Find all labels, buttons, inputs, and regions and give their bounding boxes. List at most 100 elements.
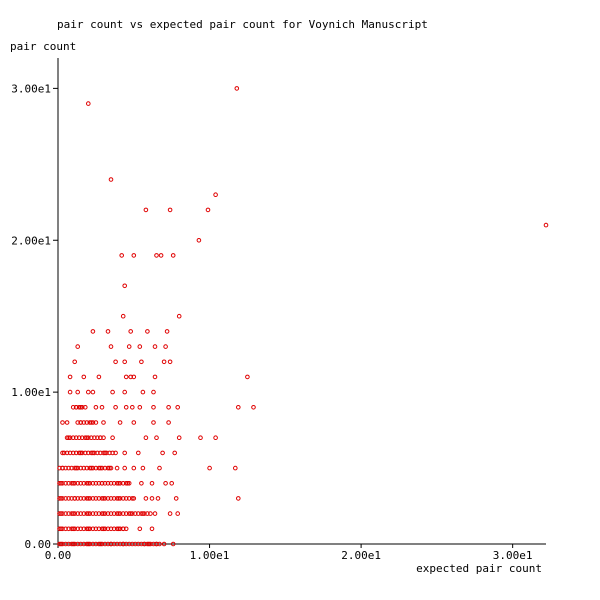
data-point xyxy=(90,329,96,334)
axis-ticks: 0.00 1.00e1 2.00e1 3.00e1 0.00 1.00e1 2.00e1 3.… xyxy=(11,82,532,562)
data-point xyxy=(164,329,170,334)
data-point xyxy=(122,450,127,456)
data-point xyxy=(108,465,114,471)
data-point xyxy=(102,526,108,532)
data-point xyxy=(152,511,158,516)
data-point xyxy=(86,450,91,456)
data-point xyxy=(99,465,105,471)
data-point xyxy=(175,405,180,410)
data-point xyxy=(123,541,129,547)
data-point xyxy=(99,405,105,410)
data-point xyxy=(84,465,90,471)
data-point xyxy=(137,344,143,349)
data-point xyxy=(64,420,70,425)
data-point xyxy=(66,511,71,516)
data-point xyxy=(66,526,71,532)
data-point xyxy=(143,435,149,441)
data-point xyxy=(57,541,62,547)
data-point xyxy=(90,389,96,395)
data-point xyxy=(126,481,132,486)
data-point xyxy=(70,481,76,486)
data-point xyxy=(58,496,64,501)
data-point xyxy=(105,465,111,471)
data-point xyxy=(105,481,111,486)
data-point xyxy=(122,465,127,471)
data-point xyxy=(157,541,162,547)
data-point xyxy=(60,541,65,547)
data-point xyxy=(131,496,137,501)
data-point xyxy=(122,359,127,365)
data-point xyxy=(114,465,120,471)
data-point xyxy=(70,526,76,532)
data-point xyxy=(98,465,103,471)
data-point xyxy=(123,374,129,380)
data-point xyxy=(113,405,118,410)
data-point xyxy=(86,481,91,486)
data-point xyxy=(233,465,238,471)
data-point xyxy=(151,389,156,395)
data-point xyxy=(81,526,87,532)
data-point xyxy=(207,465,212,471)
data-point xyxy=(120,541,126,547)
data-point xyxy=(126,344,132,349)
data-point xyxy=(89,465,94,471)
data-point xyxy=(108,541,114,547)
data-point xyxy=(111,511,117,516)
data-point xyxy=(158,253,164,258)
data-point xyxy=(86,511,91,516)
y-tick-label: 0.00 xyxy=(25,538,52,551)
data-point xyxy=(89,420,94,425)
data-point xyxy=(102,511,108,516)
data-point xyxy=(107,465,112,471)
data-point xyxy=(101,420,106,425)
data-point xyxy=(145,329,150,334)
data-point xyxy=(136,450,141,456)
data-point xyxy=(86,101,91,106)
data-point xyxy=(105,329,111,334)
data-point xyxy=(93,465,99,471)
chart-title: pair count vs expected pair count for Vo… xyxy=(57,18,428,31)
data-point xyxy=(131,420,137,425)
data-point xyxy=(102,465,108,471)
data-point xyxy=(111,526,117,532)
data-point xyxy=(72,481,77,486)
data-point xyxy=(176,435,182,441)
data-point xyxy=(133,511,138,516)
data-point xyxy=(175,511,180,516)
data-point xyxy=(196,238,202,243)
data-point xyxy=(86,435,91,441)
data-point xyxy=(136,541,141,547)
data-point xyxy=(72,465,77,471)
data-point xyxy=(66,435,71,441)
data-point xyxy=(90,450,96,456)
data-point xyxy=(104,450,109,456)
data-point xyxy=(57,526,62,532)
data-point xyxy=(123,526,129,532)
data-point xyxy=(163,481,168,486)
data-point xyxy=(81,374,87,380)
data-point xyxy=(108,344,114,349)
data-point xyxy=(67,374,73,380)
data-point xyxy=(63,526,68,532)
data-point xyxy=(75,541,80,547)
data-point xyxy=(84,526,90,532)
data-point xyxy=(114,541,120,547)
data-point xyxy=(167,207,173,213)
data-point xyxy=(130,496,135,501)
data-point xyxy=(70,405,76,410)
data-point xyxy=(84,511,90,516)
data-point xyxy=(173,496,179,501)
data-point xyxy=(140,389,146,395)
data-point xyxy=(140,511,146,516)
data-point xyxy=(176,313,182,319)
data-point xyxy=(66,481,71,486)
data-point xyxy=(63,481,68,486)
data-point xyxy=(92,450,97,456)
data-point xyxy=(95,450,100,456)
data-point xyxy=(137,405,143,410)
data-point xyxy=(114,511,120,516)
data-point xyxy=(75,420,80,425)
data-point xyxy=(116,496,121,501)
data-point xyxy=(105,541,111,547)
data-point xyxy=(90,496,96,501)
